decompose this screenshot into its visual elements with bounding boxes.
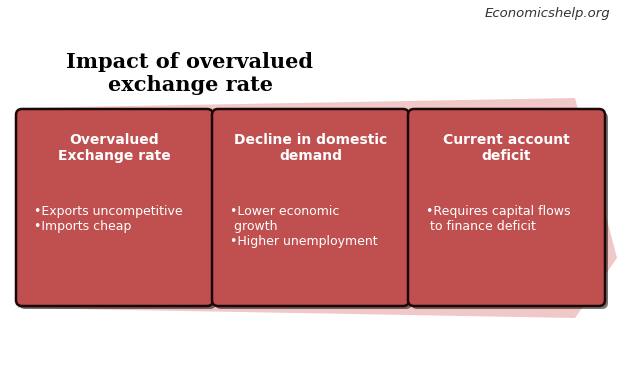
Text: •Exports uncompetitive
•Imports cheap: •Exports uncompetitive •Imports cheap [34,205,183,233]
FancyBboxPatch shape [19,112,216,309]
Text: •Requires capital flows
 to finance deficit: •Requires capital flows to finance defic… [426,205,570,233]
FancyBboxPatch shape [212,109,409,306]
Text: Economicshelp.org: Economicshelp.org [485,7,610,20]
FancyBboxPatch shape [411,112,608,309]
Text: Current account
deficit: Current account deficit [443,133,570,163]
Text: •Lower economic
 growth
•Higher unemployment: •Lower economic growth •Higher unemploym… [230,205,378,248]
Text: Decline in domestic
demand: Decline in domestic demand [234,133,387,163]
Polygon shape [18,98,617,318]
Text: Overvalued
Exchange rate: Overvalued Exchange rate [58,133,171,163]
Text: Impact of overvalued
exchange rate: Impact of overvalued exchange rate [67,52,314,95]
FancyBboxPatch shape [215,112,412,309]
FancyBboxPatch shape [16,109,213,306]
FancyBboxPatch shape [408,109,605,306]
